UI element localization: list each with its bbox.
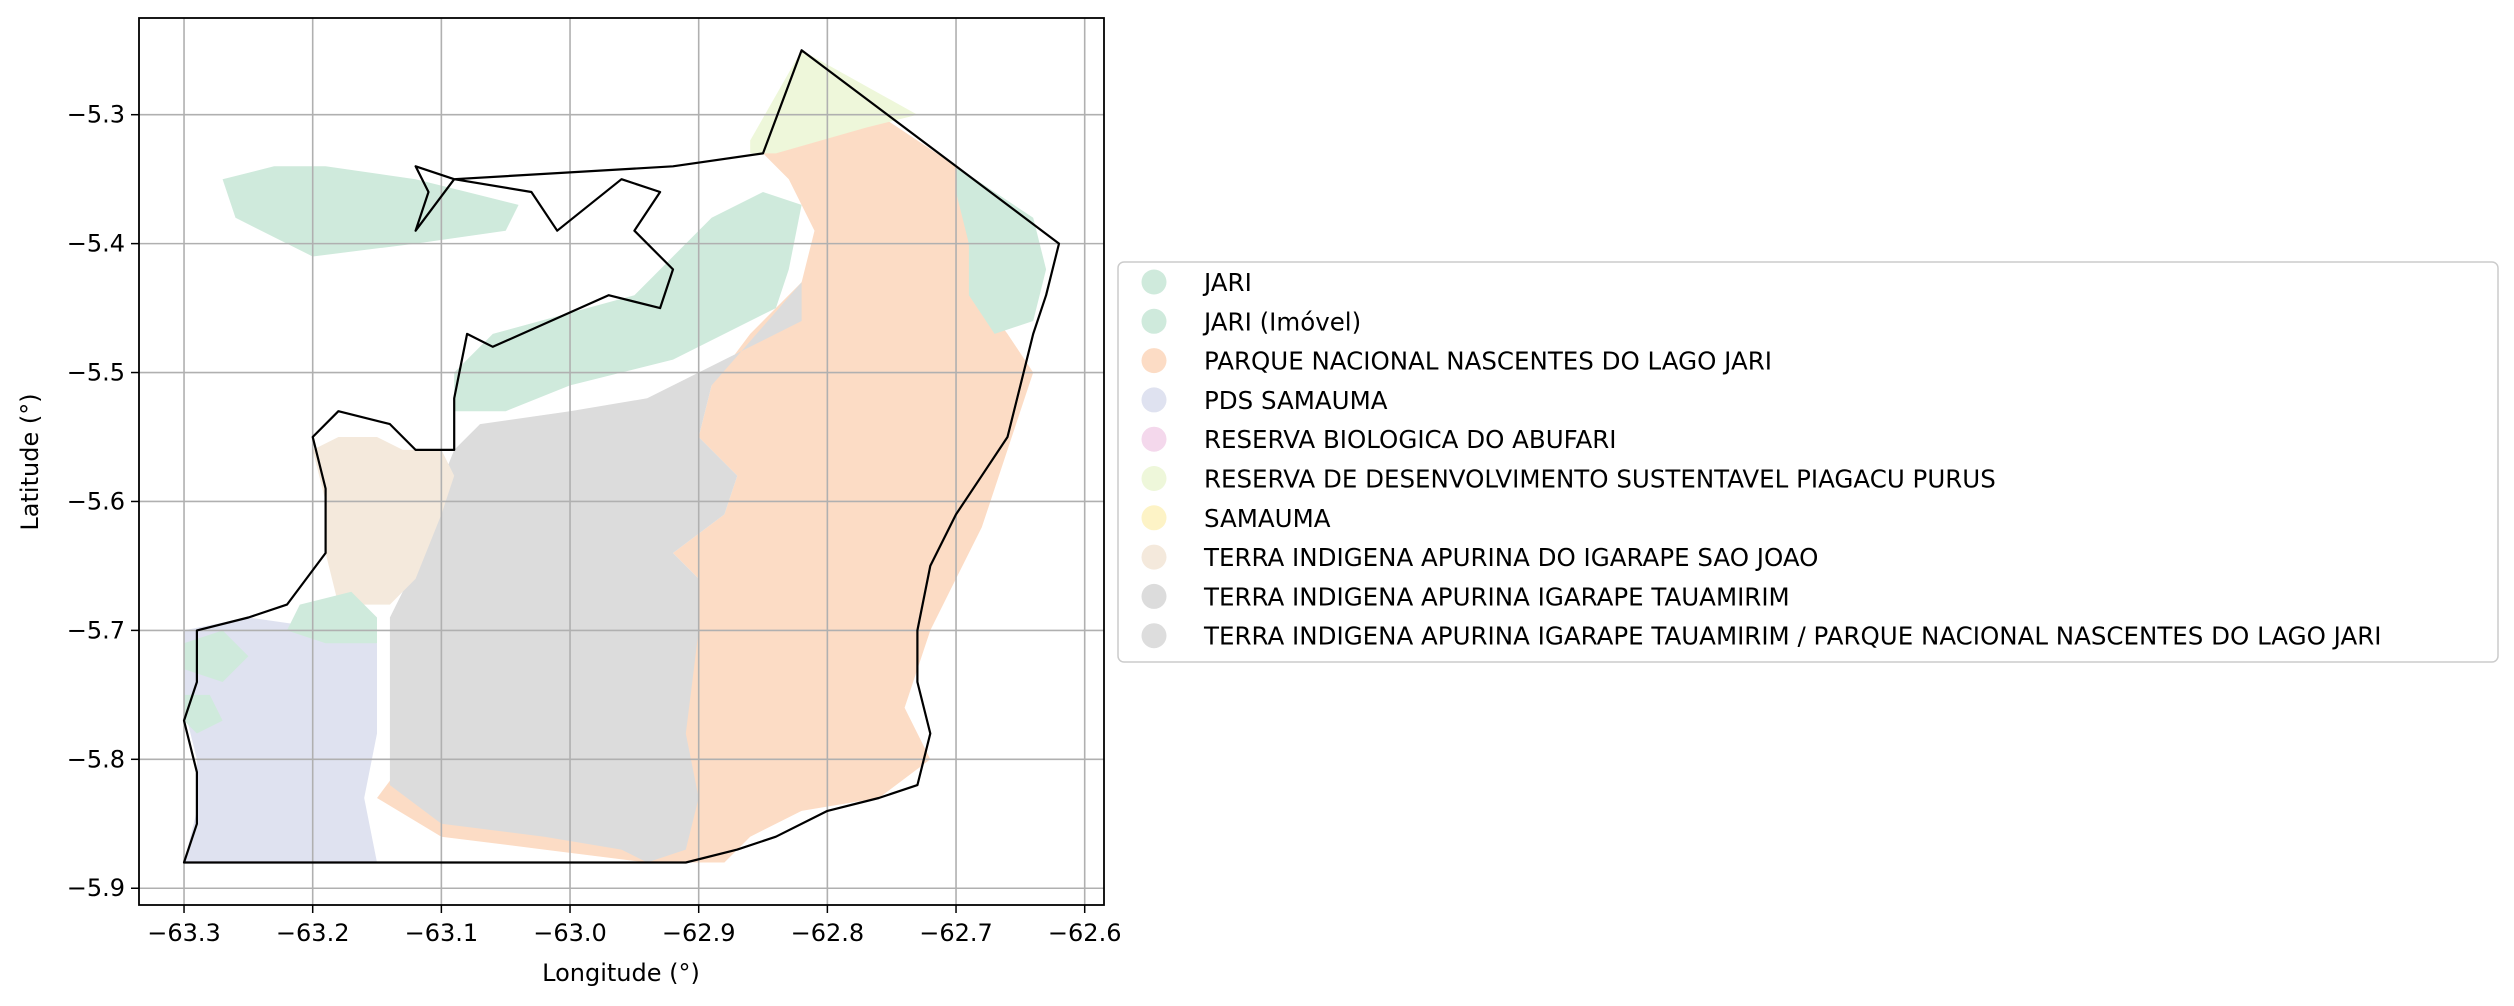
y-axis: −5.3 −5.4 −5.5 −5.6 −5.7 −5.8 −5.9: [67, 101, 139, 902]
region-3: [184, 617, 377, 863]
legend-entry: JARI (Imóvel): [1141, 307, 1361, 336]
legend-label: RESERVA BIOLOGICA DO ABUFARI: [1204, 425, 1617, 454]
legend-marker: [1141, 426, 1167, 452]
y-tick-label: −5.3: [67, 101, 125, 129]
legend-entry: TERRA INDIGENA APURINA IGARAPE TAUAMIRIM: [1141, 582, 1790, 611]
legend-entries: JARI JARI (Imóvel) PARQUE NACIONAL NASCENT…: [1141, 268, 2381, 651]
legend-marker: [1141, 623, 1167, 649]
y-axis-title: Latitude (°): [16, 393, 44, 530]
legend-label: SAMAUMA: [1204, 504, 1331, 533]
legend-marker: [1141, 269, 1167, 295]
plot-frame: [138, 17, 1105, 906]
x-axis: −63.3 −63.2 −63.1 −63.0 −62.9 −62.8 −62.7 −62.6: [147, 905, 1121, 947]
legend-label: JARI (Imóvel): [1202, 307, 1361, 336]
legend-marker: [1141, 583, 1167, 609]
legend: JARI JARI (Imóvel) PARQUE NACIONAL NASCENT…: [1117, 261, 2499, 663]
y-tick-label: −5.9: [67, 874, 125, 902]
x-tick-label: −62.8: [791, 919, 865, 947]
y-tick-label: −5.8: [67, 745, 125, 773]
legend-label: TERRA INDIGENA APURINA IGARAPE TAUAMIRIM: [1203, 582, 1790, 611]
region-9: [184, 630, 249, 682]
legend-label: RESERVA DE DESENVOLVIMENTO SUSTENTAVEL P…: [1204, 465, 1996, 494]
legend-marker: [1141, 308, 1167, 334]
legend-entry: TERRA INDIGENA APURINA DO IGARAPE SAO JO…: [1141, 543, 1818, 572]
y-tick-label: −5.4: [67, 230, 125, 258]
legend-label: PARQUE NACIONAL NASCENTES DO LAGO JARI: [1204, 347, 1772, 376]
legend-entry: RESERVA DE DESENVOLVIMENTO SUSTENTAVEL P…: [1141, 465, 1996, 494]
legend-marker: [1141, 387, 1167, 413]
legend-entry: SAMAUMA: [1141, 504, 1331, 533]
region-6: [222, 166, 519, 257]
legend-entry: PARQUE NACIONAL NASCENTES DO LAGO JARI: [1141, 347, 1772, 376]
x-tick-label: −62.9: [662, 919, 736, 947]
legend-marker: [1141, 466, 1167, 491]
y-tick-label: −5.6: [67, 487, 125, 515]
region-1: [377, 114, 1034, 863]
legend-label: TERRA INDIGENA APURINA DO IGARAPE SAO JO…: [1203, 543, 1818, 572]
region-4: [312, 437, 455, 605]
legend-marker: [1141, 348, 1167, 374]
x-tick-label: −62.7: [919, 919, 993, 947]
district-boundary: [182, 49, 1061, 864]
legend-label: PDS SAMAUMA: [1204, 386, 1388, 415]
legend-label: TERRA INDIGENA APURINA IGARAPE TAUAMIRIM…: [1203, 622, 2381, 651]
legend-entry: PDS SAMAUMA: [1141, 386, 1388, 415]
y-tick-label: −5.7: [67, 616, 125, 644]
x-axis-title: Longitude (°): [542, 959, 700, 987]
region-7: [956, 166, 1047, 334]
region-5: [454, 192, 802, 412]
x-tick-label: −63.2: [276, 919, 350, 947]
y-tick-label: −5.5: [67, 359, 125, 387]
legend-entry: RESERVA BIOLOGICA DO ABUFARI: [1141, 425, 1617, 454]
region-10: [184, 694, 223, 734]
legend-entry: TERRA INDIGENA APURINA IGARAPE TAUAMIRIM…: [1141, 622, 2381, 651]
plot-area: [138, 17, 1105, 906]
legend-box: [1117, 261, 2499, 663]
legend-marker: [1141, 505, 1167, 531]
x-tick-label: −63.1: [405, 919, 479, 947]
legend-label: JARI: [1202, 268, 1252, 297]
x-tick-label: −62.6: [1048, 919, 1122, 947]
legend-marker: [1141, 544, 1167, 570]
x-tick-label: −63.0: [533, 919, 607, 947]
x-tick-label: −63.3: [147, 919, 221, 947]
legend-entry: JARI: [1141, 268, 1252, 297]
